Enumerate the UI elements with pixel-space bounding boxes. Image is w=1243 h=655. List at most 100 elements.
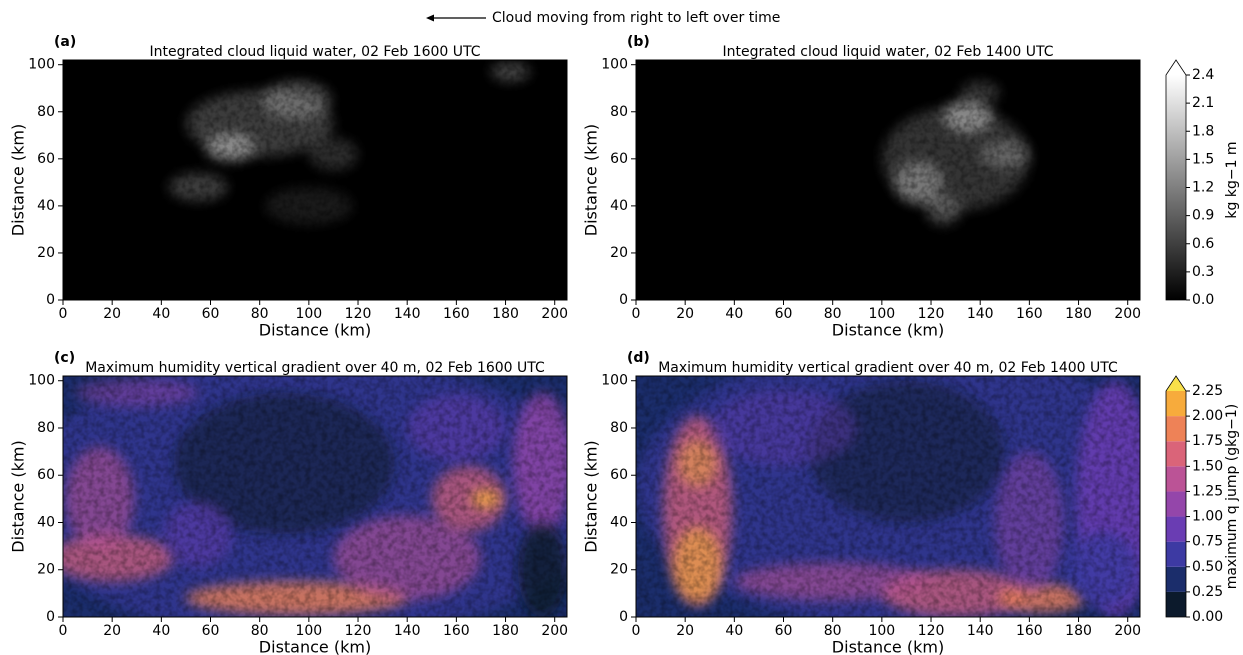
y-tick-label: 40 bbox=[610, 514, 628, 530]
colorbar-extend bbox=[1166, 376, 1186, 391]
field bbox=[636, 376, 1140, 617]
field-texture bbox=[63, 60, 567, 300]
colorbar-tick-label: 0.0 bbox=[1192, 292, 1214, 308]
field-texture bbox=[636, 376, 1140, 617]
colorbar-tick-label: 0.25 bbox=[1192, 584, 1223, 600]
colorbar-segment bbox=[1166, 516, 1186, 542]
arrow-head bbox=[426, 14, 434, 22]
y-tick-label: 100 bbox=[601, 373, 628, 389]
x-tick-label: 40 bbox=[725, 306, 743, 322]
y-tick-label: 40 bbox=[37, 514, 55, 530]
colorbar-segment bbox=[1166, 391, 1186, 417]
colorbar-segment bbox=[1166, 591, 1186, 617]
frame bbox=[635, 59, 1141, 301]
x-tick-label: 140 bbox=[967, 306, 994, 322]
y-tick-label: 20 bbox=[37, 562, 55, 578]
y-tick-label: 80 bbox=[37, 104, 55, 120]
colorbar-tick-label: 1.2 bbox=[1192, 180, 1214, 196]
colorbar-label: kg kg−1 m bbox=[1224, 141, 1240, 218]
x-tick-label: 200 bbox=[541, 623, 568, 639]
x-tick-label: 60 bbox=[202, 306, 220, 322]
y-tick-label: 40 bbox=[37, 198, 55, 214]
x-tick-label: 140 bbox=[394, 623, 421, 639]
frame bbox=[635, 375, 1141, 618]
x-tick-label: 120 bbox=[345, 623, 372, 639]
x-tick-label: 60 bbox=[775, 306, 793, 322]
x-tick-label: 20 bbox=[103, 306, 121, 322]
x-axis-label: Distance (km) bbox=[832, 321, 944, 340]
colorbar-tick-label: 1.50 bbox=[1192, 458, 1223, 474]
colorbar-tick-label: 1.25 bbox=[1192, 483, 1223, 499]
x-tick-label: 100 bbox=[868, 623, 895, 639]
x-tick-label: 140 bbox=[967, 623, 994, 639]
x-tick-label: 180 bbox=[1065, 623, 1092, 639]
x-tick-label: 40 bbox=[725, 623, 743, 639]
colorbar-label: maximum q jump (gkg−1) bbox=[1224, 404, 1240, 590]
y-tick-label: 60 bbox=[37, 151, 55, 167]
x-tick-label: 120 bbox=[918, 623, 945, 639]
colorbar-tick-label: 2.25 bbox=[1192, 383, 1223, 399]
y-tick-label: 20 bbox=[610, 245, 628, 261]
x-tick-label: 60 bbox=[775, 623, 793, 639]
colorbar-tick-label: 1.5 bbox=[1192, 151, 1214, 167]
y-tick-label: 80 bbox=[37, 420, 55, 436]
x-tick-label: 80 bbox=[251, 623, 269, 639]
y-tick-label: 40 bbox=[610, 198, 628, 214]
x-tick-label: 0 bbox=[632, 306, 641, 322]
y-tick-label: 20 bbox=[37, 245, 55, 261]
x-tick-label: 80 bbox=[251, 306, 269, 322]
field bbox=[63, 60, 567, 300]
x-tick-label: 160 bbox=[443, 623, 470, 639]
x-tick-label: 200 bbox=[1114, 623, 1141, 639]
y-tick-label: 100 bbox=[28, 373, 55, 389]
y-tick-label: 0 bbox=[46, 292, 55, 308]
x-tick-label: 160 bbox=[1016, 623, 1043, 639]
x-tick-label: 20 bbox=[676, 623, 694, 639]
colorbar-tick-label: 2.4 bbox=[1192, 67, 1214, 83]
y-tick-label: 20 bbox=[610, 562, 628, 578]
panel-title: Integrated cloud liquid water, 02 Feb 16… bbox=[149, 44, 480, 60]
x-tick-label: 200 bbox=[541, 306, 568, 322]
colorbar-tick-label: 1.8 bbox=[1192, 123, 1214, 139]
x-tick-label: 120 bbox=[345, 306, 372, 322]
x-tick-label: 180 bbox=[1065, 306, 1092, 322]
colorbar-segment bbox=[1166, 466, 1186, 492]
colorbar-segment bbox=[1166, 541, 1186, 567]
x-tick-label: 180 bbox=[492, 306, 519, 322]
panel-label: (c) bbox=[54, 350, 75, 366]
colorbar-tick-label: 0.6 bbox=[1192, 236, 1214, 252]
colorbar-segment bbox=[1166, 441, 1186, 467]
x-tick-label: 160 bbox=[443, 306, 470, 322]
x-tick-label: 0 bbox=[632, 623, 641, 639]
x-tick-label: 0 bbox=[59, 623, 68, 639]
x-axis-label: Distance (km) bbox=[259, 321, 371, 340]
y-tick-label: 100 bbox=[28, 57, 55, 73]
y-tick-label: 80 bbox=[610, 420, 628, 436]
y-tick-label: 0 bbox=[46, 609, 55, 625]
colorbar-segment bbox=[1166, 566, 1186, 592]
x-tick-label: 40 bbox=[152, 306, 170, 322]
colorbar-tick-label: 0.50 bbox=[1192, 559, 1223, 575]
colorbar-fill bbox=[1166, 75, 1186, 300]
panel-title: Integrated cloud liquid water, 02 Feb 14… bbox=[722, 44, 1053, 60]
panel-label: (d) bbox=[627, 350, 650, 366]
field-texture bbox=[636, 60, 1140, 300]
field-mask bbox=[636, 60, 1140, 300]
colorbar-tick-label: 0.9 bbox=[1192, 208, 1214, 224]
colorbar-tick-label: 1.75 bbox=[1192, 433, 1223, 449]
panel-label: (b) bbox=[627, 34, 650, 50]
annotation: Cloud moving from right to left over tim… bbox=[492, 10, 780, 26]
x-axis-label: Distance (km) bbox=[259, 638, 371, 655]
colorbar-tick-label: 0.3 bbox=[1192, 264, 1214, 280]
x-tick-label: 0 bbox=[59, 306, 68, 322]
y-tick-label: 0 bbox=[619, 292, 628, 308]
y-tick-label: 60 bbox=[610, 151, 628, 167]
field-texture bbox=[63, 376, 567, 617]
colorbar-tick-label: 2.00 bbox=[1192, 408, 1223, 424]
y-axis-label: Distance (km) bbox=[9, 124, 28, 236]
frame bbox=[62, 59, 568, 301]
x-tick-label: 120 bbox=[918, 306, 945, 322]
x-tick-label: 180 bbox=[492, 623, 519, 639]
x-tick-label: 40 bbox=[152, 623, 170, 639]
x-tick-label: 80 bbox=[824, 623, 842, 639]
